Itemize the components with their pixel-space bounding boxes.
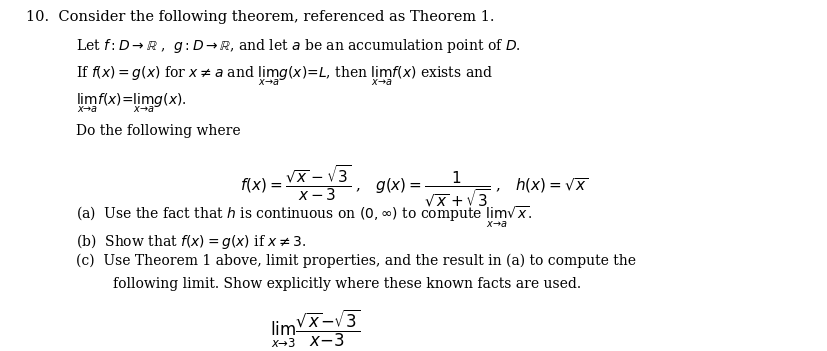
Text: Let $f : D \to \mathbb{R}$ ,  $g : D \to \mathbb{R}$, and let $a$ be an accumula: Let $f : D \to \mathbb{R}$ , $g : D \to … [75, 38, 520, 55]
Text: following limit. Show explicitly where these known facts are used.: following limit. Show explicitly where t… [112, 278, 581, 291]
Text: (b)  Show that $f(x) = g(x)$ if $x \neq 3$.: (b) Show that $f(x) = g(x)$ if $x \neq 3… [75, 232, 306, 251]
Text: Do the following where: Do the following where [75, 125, 240, 138]
Text: (c)  Use Theorem 1 above, limit properties, and the result in (a) to compute the: (c) Use Theorem 1 above, limit propertie… [75, 253, 635, 268]
Text: 10.  Consider the following theorem, referenced as Theorem 1.: 10. Consider the following theorem, refe… [26, 11, 494, 24]
Text: (a)  Use the fact that $h$ is continuous on $(0, \infty)$ to compute $\lim_{x \t: (a) Use the fact that $h$ is continuous … [75, 205, 531, 231]
Text: $f(x) = \dfrac{\sqrt{x} - \sqrt{3}}{x - 3}$ ,   $g(x) = \dfrac{1}{\sqrt{x} + \sq: $f(x) = \dfrac{\sqrt{x} - \sqrt{3}}{x - … [239, 164, 588, 209]
Text: $\lim_{x \to 3} \dfrac{\sqrt{x} - \sqrt{3}}{x - 3}$: $\lim_{x \to 3} \dfrac{\sqrt{x} - \sqrt{… [270, 307, 360, 350]
Text: If $f(x) = g(x)$ for $x \neq a$ and $\lim_{x \to a} g(x) = L$, then $\lim_{x \to: If $f(x) = g(x)$ for $x \neq a$ and $\li… [75, 65, 492, 88]
Text: $\lim_{x \to a} f(x) = \lim_{x \to a} g(x)$.: $\lim_{x \to a} f(x) = \lim_{x \to a} g(… [75, 91, 186, 115]
